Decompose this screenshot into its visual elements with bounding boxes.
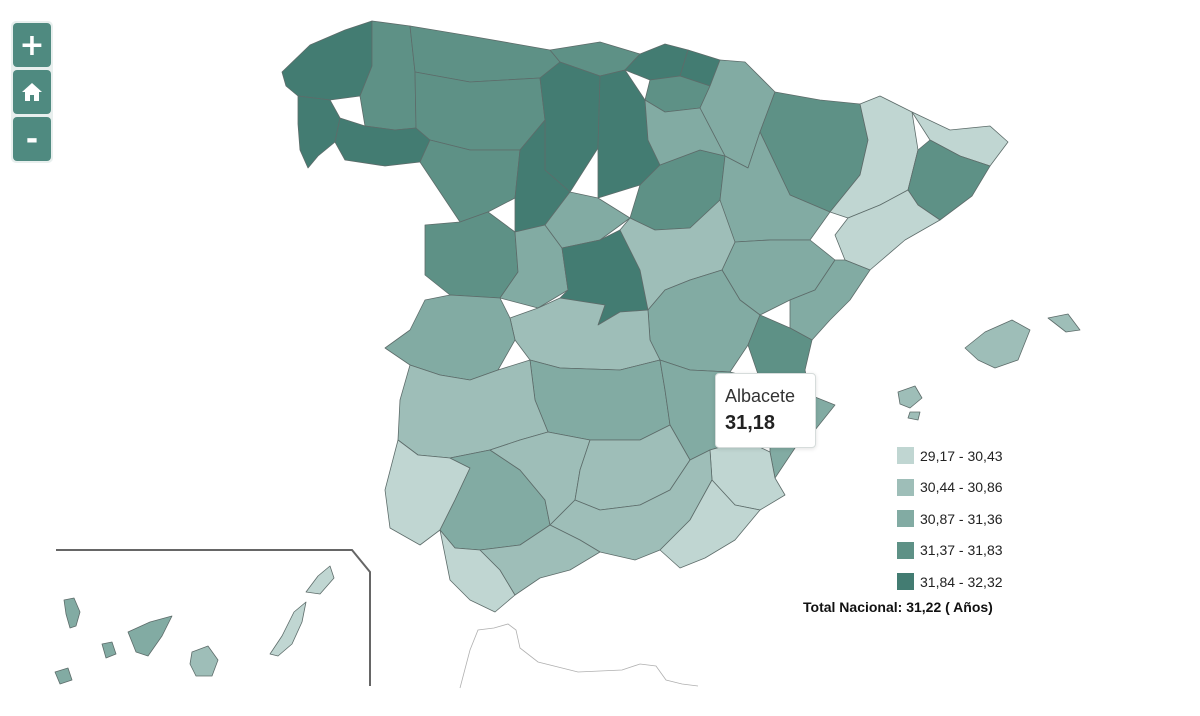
- zoom-control: + -: [11, 21, 53, 163]
- province-caceres[interactable]: [384, 294, 516, 381]
- province-la-rioja[interactable]: [644, 99, 726, 166]
- canary-inset-frame: [56, 549, 371, 686]
- tooltip-province-value: 31,18: [725, 412, 776, 434]
- legend-swatch: [897, 447, 914, 465]
- island-mallorca[interactable]: [964, 319, 1031, 369]
- legend-label: 29,17 - 30,43: [920, 447, 1003, 464]
- island-formentera[interactable]: [907, 411, 921, 421]
- province-guadalajara[interactable]: [619, 199, 736, 311]
- legend-swatch: [897, 478, 914, 496]
- home-icon: [22, 83, 42, 101]
- island-el-hierro[interactable]: [54, 667, 73, 685]
- north-africa-outline: [459, 623, 699, 689]
- province-tarragona[interactable]: [834, 189, 941, 271]
- province-pontevedra[interactable]: [297, 95, 341, 169]
- legend-label: 30,87 - 31,36: [920, 510, 1003, 527]
- national-total: Total Nacional: 31,22 ( Años): [803, 599, 993, 615]
- province-leon[interactable]: [414, 71, 546, 151]
- island-la-gomera[interactable]: [101, 641, 117, 659]
- legend-label: 30,44 - 30,86: [920, 479, 1003, 496]
- legend-item: 31,37 - 31,83: [897, 535, 1003, 567]
- island-ibiza[interactable]: [897, 385, 923, 409]
- province-zamora[interactable]: [419, 139, 521, 223]
- province-a-coruna[interactable]: [281, 20, 373, 101]
- legend-item: 30,87 - 31,36: [897, 503, 1003, 535]
- legend-item: 31,84 - 32,32: [897, 566, 1003, 598]
- province-asturias[interactable]: [409, 25, 561, 83]
- legend-swatch: [897, 573, 914, 591]
- province-palencia[interactable]: [539, 61, 601, 193]
- province-almeria[interactable]: [659, 479, 761, 569]
- island-la-palma[interactable]: [63, 597, 81, 629]
- zoom-in-button[interactable]: +: [13, 23, 51, 67]
- island-tenerife[interactable]: [127, 615, 173, 657]
- province-vizcaya[interactable]: [624, 43, 689, 81]
- home-button[interactable]: [13, 70, 51, 114]
- province-malaga[interactable]: [479, 524, 601, 596]
- island-menorca[interactable]: [1047, 313, 1081, 333]
- island-fuerteventura[interactable]: [269, 601, 307, 657]
- map-legend: 29,17 - 30,43 30,44 - 30,86 30,87 - 31,3…: [897, 440, 1003, 598]
- province-salamanca[interactable]: [424, 211, 519, 299]
- province-cadiz[interactable]: [439, 529, 516, 613]
- island-lanzarote[interactable]: [305, 565, 335, 595]
- tooltip-province-name: Albacete: [725, 386, 796, 406]
- province-ciudad-real[interactable]: [529, 359, 671, 441]
- island-gran-canaria[interactable]: [189, 645, 219, 677]
- province-castellon[interactable]: [789, 259, 871, 341]
- province-tooltip: Albacete 31,18: [715, 373, 816, 448]
- legend-swatch: [897, 541, 914, 559]
- legend-label: 31,37 - 31,83: [920, 542, 1003, 559]
- legend-swatch: [897, 510, 914, 528]
- legend-item: 30,44 - 30,86: [897, 472, 1003, 504]
- zoom-out-button[interactable]: -: [13, 117, 51, 161]
- legend-label: 31,84 - 32,32: [920, 573, 1003, 590]
- legend-item: 29,17 - 30,43: [897, 440, 1003, 472]
